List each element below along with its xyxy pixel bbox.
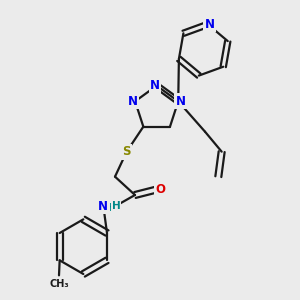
Text: N: N [150, 79, 160, 92]
Text: N: N [128, 95, 137, 108]
Text: CH₃: CH₃ [49, 279, 69, 289]
Text: N: N [205, 18, 214, 31]
Text: H: H [108, 203, 117, 213]
Text: O: O [156, 183, 166, 196]
Text: H: H [112, 201, 120, 211]
Text: S: S [122, 145, 131, 158]
Text: N: N [176, 95, 186, 108]
Text: N: N [98, 200, 108, 212]
